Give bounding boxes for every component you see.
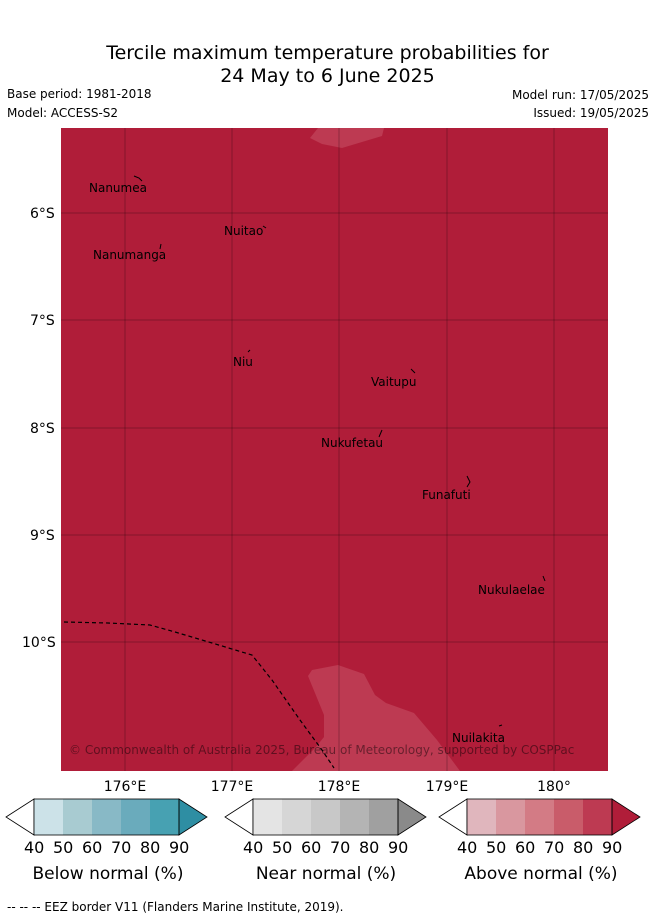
colorbar-below-tick: 80 (140, 838, 161, 857)
colorbar-near-outline (252, 798, 399, 836)
probability-map: Nanumea Nuitao Nanumanga Niu Vaitupu Nuk… (22, 128, 608, 795)
model-name: Model: ACCESS-S2 (7, 106, 119, 120)
island-niu (247, 349, 251, 353)
colorbar-near-bin-3 (311, 799, 340, 835)
lon-label-178e: 178°E (318, 779, 361, 795)
graticule (61, 128, 608, 771)
colorbar-near-bin-5 (369, 799, 398, 835)
island-nukufetau (378, 429, 383, 438)
colorbar-title-near: Near normal (%) (255, 864, 397, 884)
lat-label-7s: 7°S (30, 313, 55, 329)
colorbar-title-above: Above normal (%) (464, 864, 618, 884)
colorbar-near-tick: 40 (243, 838, 264, 857)
lat-label-6s: 6°S (30, 206, 55, 222)
colorbar-above-bin-1 (467, 799, 496, 835)
colorbar-above-bin-4 (554, 799, 583, 835)
place-label-niu: Niu (233, 355, 253, 369)
place-label-funafuti: Funafuti (422, 488, 471, 502)
colorbar-above-tick: 90 (602, 838, 623, 857)
colorbar-below-bin-4 (121, 799, 150, 835)
colorbar-below-min-arrow (5, 798, 35, 836)
colorbar-above-outline (466, 798, 613, 836)
map-title-line2: 24 May to 6 June 2025 (220, 65, 435, 87)
colorbar-above-bin-2 (496, 799, 525, 835)
colorbar-above-max-arrow (611, 798, 641, 836)
place-label-nukufetau: Nukufetau (321, 436, 383, 450)
colorbar-below-bin-5 (150, 799, 179, 835)
colorbar-above-min-arrow (438, 798, 468, 836)
light-patch-bottom (292, 665, 460, 771)
place-label-nanumanga: Nanumanga (93, 248, 166, 262)
colorbar-near-tick: 50 (272, 838, 293, 857)
island-nanumea (133, 175, 143, 182)
colorbar-below-bin-2 (63, 799, 92, 835)
colorbar-above-tick: 70 (544, 838, 565, 857)
base-period: Base period: 1981-2018 (7, 87, 152, 101)
map-area (61, 128, 608, 771)
colorbar-near-max-arrow (397, 798, 427, 836)
place-label-nukulaelae: Nukulaelae (478, 583, 545, 597)
colorbar-near-tick: 90 (388, 838, 409, 857)
lon-label-176e: 176°E (104, 779, 147, 795)
lon-label-179e: 179°E (426, 779, 469, 795)
lat-label-10s: 10°S (22, 635, 56, 651)
colorbar-near-bin-2 (282, 799, 311, 835)
colorbar-above-bin-5 (583, 799, 612, 835)
colorbar-near-tick: 60 (301, 838, 322, 857)
place-label-nuitao: Nuitao (224, 224, 263, 238)
colorbar-below-outline (33, 798, 180, 836)
copyright-notice: © Commonwealth of Australia 2025, Bureau… (69, 743, 574, 757)
colorbar-near-min-arrow (224, 798, 254, 836)
colorbar-above-tick: 80 (573, 838, 594, 857)
colorbar-below-tick: 60 (82, 838, 103, 857)
lat-label-8s: 8°S (30, 421, 55, 437)
island-outlines (133, 175, 546, 727)
colorbar-above-tick: 60 (515, 838, 536, 857)
lon-label-180: 180° (537, 779, 571, 795)
light-patch-top (310, 128, 384, 148)
place-label-nuilakita: Nuilakita (452, 731, 505, 745)
colorbar-near-bin-1 (253, 799, 282, 835)
place-label-nanumea: Nanumea (89, 181, 147, 195)
colorbar-near-tick: 70 (330, 838, 351, 857)
colorbar-below-max-arrow (178, 798, 208, 836)
colorbar-title-below: Below normal (%) (32, 864, 184, 884)
island-funafuti (466, 475, 471, 488)
colorbar-legend (5, 798, 641, 836)
island-nukulaelae (542, 575, 546, 582)
colorbar-below-tick: 40 (24, 838, 45, 857)
lat-label-9s: 9°S (30, 528, 55, 544)
colorbar-below-bin-3 (92, 799, 121, 835)
colorbar-below-bin-1 (34, 799, 63, 835)
island-nanumanga (159, 243, 162, 250)
colorbar-above-bin-3 (525, 799, 554, 835)
island-nuitao (262, 225, 267, 229)
eez-border (63, 621, 335, 769)
model-run: Model run: 17/05/2025 (511, 88, 649, 102)
place-label-vaitupu: Vaitupu (371, 375, 417, 389)
colorbar-below-tick: 90 (169, 838, 190, 857)
colorbar-near-tick: 80 (359, 838, 380, 857)
map-title-line1: Tercile maximum temperature probabilitie… (106, 42, 549, 64)
issued-date: Issued: 19/05/2025 (533, 106, 649, 120)
eez-legend-note: -- -- -- EEZ border V11 (Flanders Marine… (7, 900, 344, 914)
colorbar-above-tick: 50 (486, 838, 507, 857)
island-vaitupu (410, 368, 416, 374)
colorbar-below-tick: 70 (111, 838, 132, 857)
colorbar-near-bin-4 (340, 799, 369, 835)
colorbar-below-tick: 50 (53, 838, 74, 857)
colorbar-above-tick: 40 (457, 838, 478, 857)
island-nuilakita (498, 724, 503, 727)
lon-label-177e: 177°E (211, 779, 254, 795)
